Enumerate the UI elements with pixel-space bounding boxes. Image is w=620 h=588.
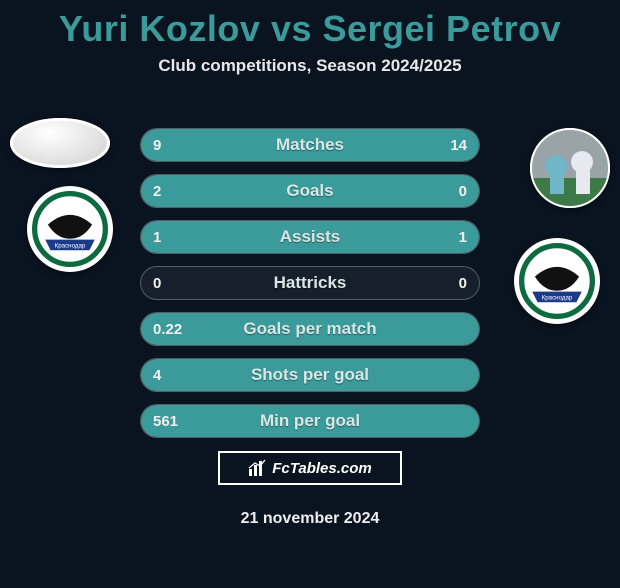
chart-icon xyxy=(248,459,266,477)
title-player1: Yuri Kozlov xyxy=(59,8,261,49)
stat-row: Goals per match0.22 xyxy=(140,312,480,346)
club-text: Краснодар xyxy=(55,243,86,250)
stat-value-right: 1 xyxy=(459,221,467,253)
stat-label: Min per goal xyxy=(141,405,479,437)
stat-value-right: 0 xyxy=(459,267,467,299)
stat-label: Matches xyxy=(141,129,479,161)
stat-label: Assists xyxy=(141,221,479,253)
stat-value-left: 4 xyxy=(153,359,161,391)
subtitle: Club competitions, Season 2024/2025 xyxy=(0,56,620,76)
player2-avatar xyxy=(530,128,610,208)
stat-value-left: 0.22 xyxy=(153,313,182,345)
title-player2: Sergei Petrov xyxy=(323,8,562,49)
stat-value-left: 561 xyxy=(153,405,178,437)
stat-row: Assists1 1 xyxy=(140,220,480,254)
stats-container: Matches914Goals20Assists11Hattricks00Goa… xyxy=(140,128,480,450)
stat-value-left: 0 xyxy=(153,267,161,299)
brand-label: FcTables.com xyxy=(272,460,371,477)
stat-row: Shots per goal4 xyxy=(140,358,480,392)
stat-label: Hattricks xyxy=(141,267,479,299)
brand-box: FcTables.com xyxy=(218,451,402,485)
date-label: 21 november 2024 xyxy=(0,510,620,528)
player1-club-badge: Краснодар xyxy=(27,186,113,272)
stat-label: Goals xyxy=(141,175,479,207)
stat-row: Matches9 14 xyxy=(140,128,480,162)
page-title: Yuri Kozlov vs Sergei Petrov xyxy=(0,8,620,50)
player2-club-badge: Краснодар xyxy=(514,238,600,324)
stat-value-left: 2 xyxy=(153,175,161,207)
stat-value-left: 9 xyxy=(153,129,161,161)
title-vs: vs xyxy=(271,8,312,49)
stat-row: Hattricks0 0 xyxy=(140,266,480,300)
player1-avatar xyxy=(10,118,110,168)
stat-row: Min per goal561 xyxy=(140,404,480,438)
club-text: Краснодар xyxy=(542,295,573,302)
stat-row: Goals2 0 xyxy=(140,174,480,208)
stat-label: Goals per match xyxy=(141,313,479,345)
stat-value-right: 0 xyxy=(459,175,467,207)
stat-value-right: 14 xyxy=(450,129,467,161)
stat-label: Shots per goal xyxy=(141,359,479,391)
stat-value-left: 1 xyxy=(153,221,161,253)
